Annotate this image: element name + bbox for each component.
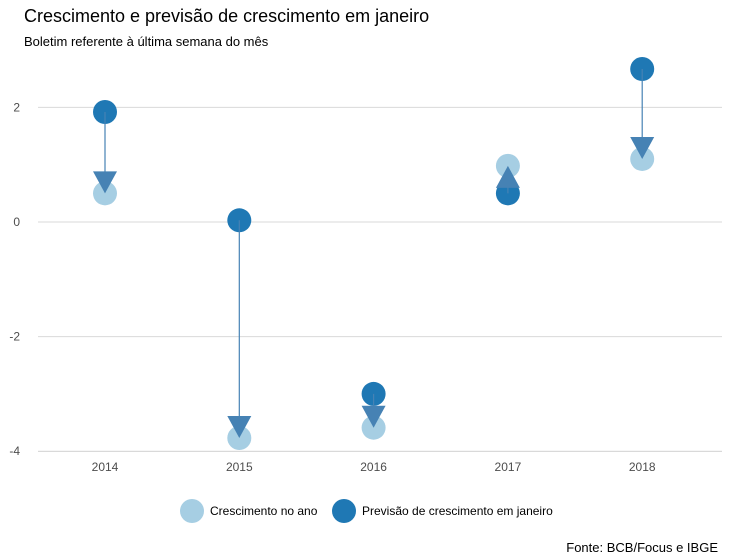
legend-label-actual: Crescimento no ano [210,504,318,518]
y-tick-label: -4 [9,444,20,458]
y-tick-label: 2 [13,100,20,114]
x-tick-label: 2018 [629,460,656,474]
arrow-head [227,416,252,439]
actual-point [495,153,520,178]
arrow-head [630,136,655,159]
legend-swatch-actual [180,499,204,523]
legend-label-forecast: Previsão de crescimento em janeiro [362,504,553,518]
x-tick-label: 2017 [495,460,522,474]
x-tick-label: 2016 [360,460,387,474]
y-tick-label: 0 [13,215,20,229]
x-tick-label: 2015 [226,460,253,474]
arrow-head [93,171,117,194]
legend-swatch-forecast [332,499,356,523]
y-tick-label: -2 [9,330,20,344]
arrow-head [495,165,520,188]
chart-subtitle: Boletim referente à última semana do mês [24,34,269,49]
x-tick-label: 2014 [92,460,119,474]
chart-title: Crescimento e previsão de crescimento em… [24,6,430,26]
chart-caption: Fonte: BCB/Focus e IBGE [566,540,718,555]
arrow-head [361,405,386,428]
